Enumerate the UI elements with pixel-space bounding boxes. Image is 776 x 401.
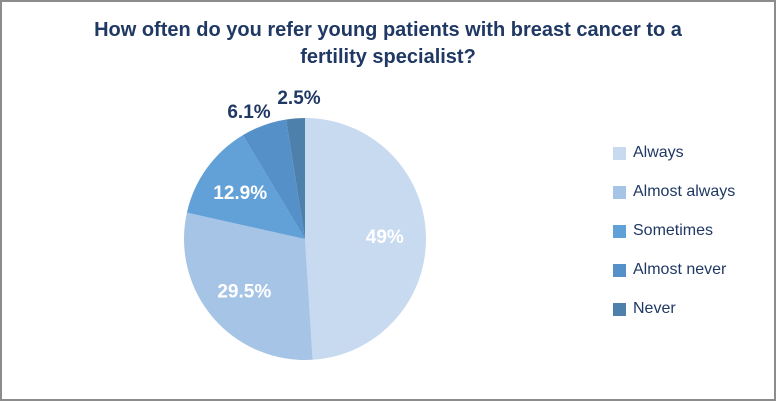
pie-slice-never — [286, 118, 305, 239]
legend-label: Never — [633, 300, 676, 317]
slice-label-almost-never: 6.1% — [227, 102, 270, 123]
slice-label-always: 49% — [366, 227, 404, 248]
legend-swatch-icon — [613, 224, 626, 238]
chart-title-line-1: How often do you refer young patients wi… — [94, 19, 682, 41]
legend-item-sometimes: Sometimes — [613, 222, 735, 239]
slice-label-sometimes: 12.9% — [213, 183, 267, 204]
pie-slice-always — [305, 118, 426, 360]
pie-slice-almost-always — [183, 212, 313, 360]
legend-item-almost-always: Almost always — [613, 183, 736, 200]
legend-label: Always — [633, 144, 684, 161]
slice-label-never: 2.5% — [277, 88, 320, 109]
legend-item-always: Always — [613, 144, 735, 161]
pie-slice-almost-never — [242, 119, 305, 239]
legend-swatch-icon — [613, 302, 626, 316]
pie-slice-sometimes — [186, 135, 305, 239]
chart-title: How often do you refer young patients wi… — [2, 17, 774, 71]
slice-label-almost-always: 29.5% — [217, 282, 271, 303]
legend-swatch-icon — [613, 185, 626, 199]
legend-item-almost-never: Almost never — [613, 261, 735, 278]
legend-item-never: Never — [613, 300, 735, 317]
legend-label: Almost always — [633, 183, 736, 200]
legend-label: Sometimes — [633, 222, 714, 239]
legend-label: Almost never — [633, 261, 727, 278]
chart-legend: Always Almost always Sometimes Almost never… — [613, 144, 736, 340]
chart-title-line-2: fertility specialist? — [300, 46, 476, 68]
legend-swatch-icon — [613, 263, 626, 277]
legend-swatch-icon — [613, 146, 626, 160]
